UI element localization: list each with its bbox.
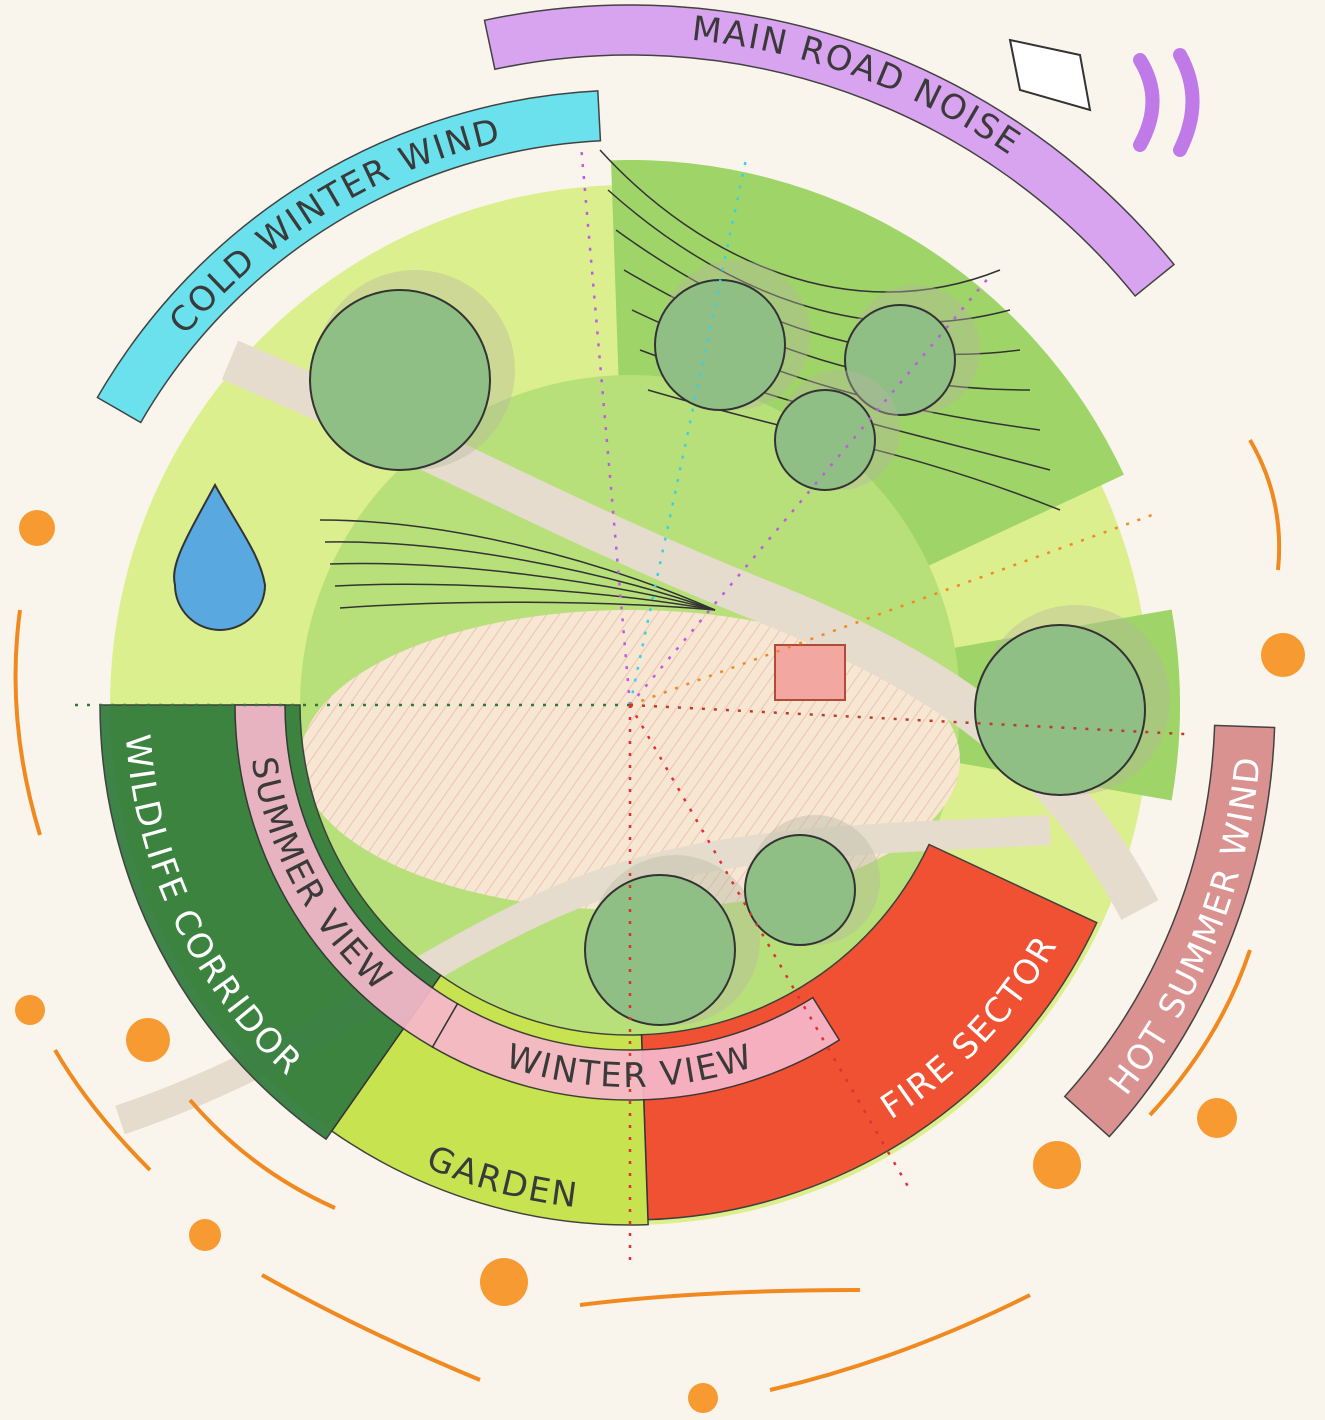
- tree: [975, 625, 1145, 795]
- sun-position: [15, 995, 45, 1025]
- sun-position: [480, 1258, 528, 1306]
- sector-diagram: MAIN ROAD NOISE COLD WINTER WIND HOT SUM…: [0, 0, 1325, 1420]
- sun-position: [19, 510, 55, 546]
- tree: [585, 875, 735, 1025]
- sun-position: [688, 1383, 718, 1413]
- sun-position: [189, 1219, 221, 1251]
- tree: [745, 835, 855, 945]
- tree: [655, 280, 785, 410]
- house: [775, 645, 845, 700]
- sun-position: [1261, 633, 1305, 677]
- sun-position: [1033, 1141, 1081, 1189]
- tree: [775, 390, 875, 490]
- tree: [310, 290, 490, 470]
- sun-position: [126, 1018, 170, 1062]
- sun-position: [1197, 1098, 1237, 1138]
